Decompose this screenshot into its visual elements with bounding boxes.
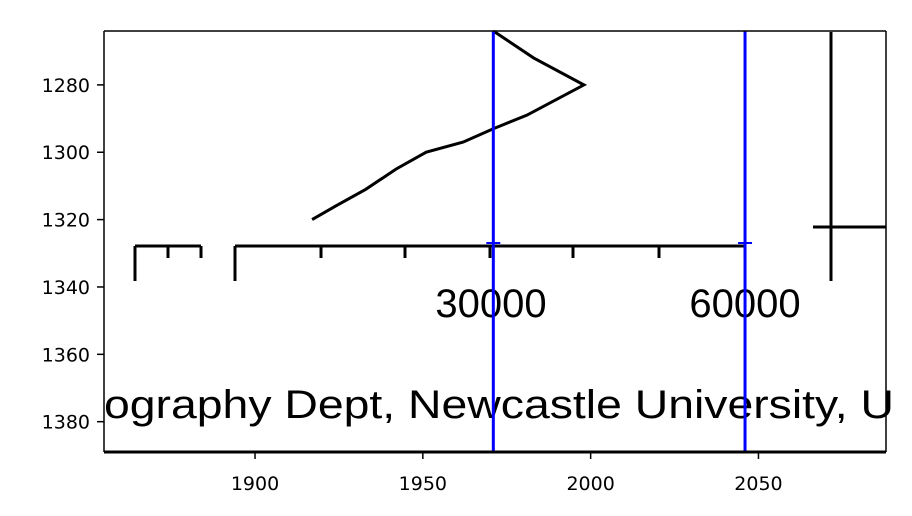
trace-line (311, 29, 588, 221)
x-tick-label: 2000 (566, 473, 614, 495)
y-tick-label: 1380 (42, 412, 90, 434)
scale-label-30000: 30000 (435, 282, 546, 326)
embedded-credit-text: ography Dept, Newcastle University, U (104, 383, 894, 427)
x-tick-label: 2050 (734, 473, 782, 495)
marker-layer (486, 31, 753, 452)
y-tick-label: 1280 (42, 75, 90, 97)
y-tick-label: 1340 (42, 277, 90, 299)
y-tick-label: 1320 (42, 210, 90, 232)
x-tick-label: 1900 (231, 473, 279, 495)
embedded-map-image: 30000 60000 ography Dept, Newcastle Univ… (104, 32, 894, 427)
x-tick-label: 1950 (399, 473, 447, 495)
y-tick-label: 1300 (42, 142, 90, 164)
axes (103, 30, 887, 454)
y-tick-label: 1360 (42, 344, 90, 366)
tick-layer: 1900 1950 2000 2050 1280 1300 1320 1340 1360 1380 (42, 75, 783, 495)
trace-layer (311, 29, 588, 221)
